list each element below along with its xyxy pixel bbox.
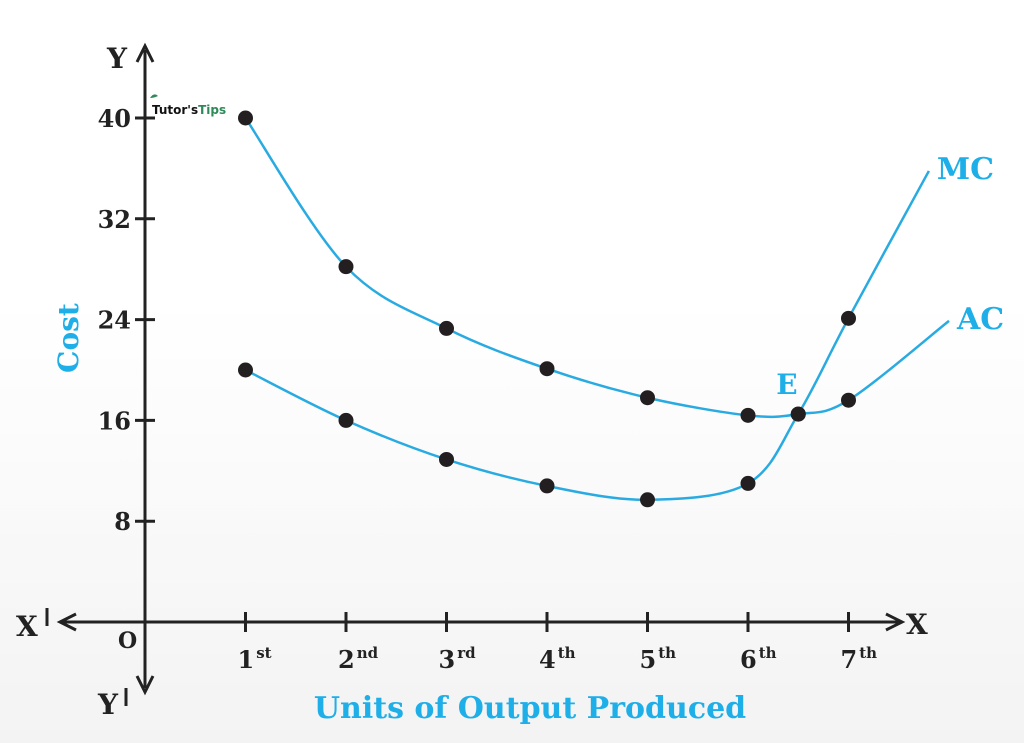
y-axis-neg-letter: Y <box>97 688 119 721</box>
data-point-mc <box>790 406 806 422</box>
series-labels-layer: AC MC E <box>776 152 1004 401</box>
data-point-ac <box>338 259 354 275</box>
x-axis-letter: X <box>906 608 928 641</box>
data-point-ac <box>841 392 856 408</box>
tutors-tips-logo: Tutor'sTips <box>150 94 226 117</box>
logo-text-part1: Tutor's <box>152 103 198 117</box>
equilibrium-label: E <box>776 368 797 401</box>
data-point-mc <box>338 412 354 428</box>
x-axis-arrow-right <box>885 612 906 632</box>
data-point-ac <box>238 110 253 126</box>
origin-label: O <box>118 628 137 654</box>
data-point-mc <box>439 451 454 467</box>
logo-text-part2: Tips <box>198 103 226 117</box>
y-axis-arrow-bottom <box>135 675 155 696</box>
y-tick-label: 40 <box>98 104 131 133</box>
y-axis-arrow-top <box>135 42 155 63</box>
series-label-ac: AC <box>956 302 1004 337</box>
points-layer <box>238 110 856 508</box>
x-axis-title: Units of Output Produced <box>314 691 746 726</box>
y-tick-label: 32 <box>98 205 131 234</box>
x-axis-neg-letter: X <box>16 610 38 643</box>
x-axis-arrow-left <box>56 612 77 632</box>
y-tick-label: 24 <box>98 306 131 335</box>
data-point-mc <box>640 492 655 508</box>
data-point-ac <box>439 320 454 336</box>
data-point-ac <box>539 361 555 377</box>
data-point-ac <box>740 407 756 423</box>
y-axis-letter: Y <box>106 42 128 75</box>
y-tick-label: 16 <box>98 406 131 435</box>
y-axis-title: Cost <box>52 303 85 373</box>
data-point-mc <box>841 310 856 326</box>
data-point-mc <box>539 478 555 494</box>
data-point-mc <box>238 362 253 378</box>
series-label-mc: MC <box>937 152 994 187</box>
curves-layer <box>244 117 950 502</box>
data-point-ac <box>640 390 655 406</box>
data-point-mc <box>740 475 756 491</box>
y-tick-label: 8 <box>114 507 131 536</box>
svg-text:Tutor'sTips: Tutor'sTips <box>152 103 226 117</box>
curve-mc <box>244 170 930 502</box>
